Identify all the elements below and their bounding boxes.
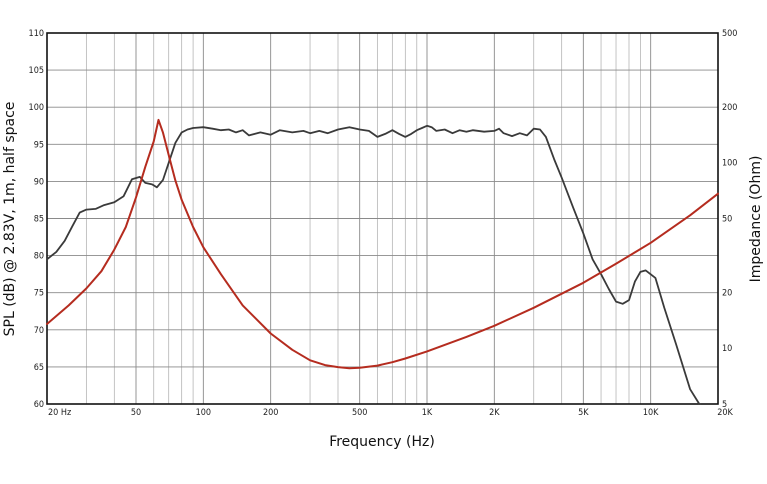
y-tick-label: 85 [34,215,44,225]
impedance-curve [46,118,719,370]
plot-frame [46,32,719,405]
y-tick-labels: 60 65 70 75 80 85 90 95 100 105 110 [29,29,44,410]
x-axis-title: Frequency (Hz) [329,434,435,450]
y-tick-label: 105 [29,66,44,76]
y2-tick-label: 20 [722,288,732,298]
y2-tick-label: 500 [722,29,737,39]
x-tick-labels: 20 Hz 50 100 200 500 1K 2K 5K 10K 20K [48,408,733,418]
x-tick-label: 100 [196,408,211,418]
x-tick-label: 1K [422,408,433,418]
x-tick-label: 200 [263,408,278,418]
x-tick-label: 2K [489,408,500,418]
x-tick-label: 10K [643,408,659,418]
y-tick-label: 65 [34,363,44,373]
y-tick-label: 95 [34,140,44,150]
y2-tick-label: 50 [722,215,732,225]
y2-tick-label: 100 [722,159,737,169]
y-axis-title: SPL (dB) @ 2.83V, 1m, half space [2,102,18,337]
y-tick-label: 80 [34,252,44,262]
y-tick-label: 110 [29,29,44,39]
x-tick-label: 20 Hz [48,408,71,418]
y2-tick-labels: 5 10 20 50 100 200 500 [722,29,737,410]
x-tick-label: 5K [578,408,589,418]
y-tick-label: 70 [34,326,44,336]
x-tick-label: 20K [717,408,733,418]
y2-axis-title: Impedance (Ohm) [748,156,764,283]
x-tick-label: 50 [131,408,141,418]
x-tick-label: 500 [352,408,367,418]
grid [47,33,718,404]
spl-curve [46,124,701,405]
y-tick-label: 100 [29,103,44,113]
curves [46,118,719,405]
y2-tick-label: 10 [722,344,732,354]
y-tick-label: 60 [34,400,44,410]
y2-tick-label: 5 [722,400,727,410]
y-tick-label: 90 [34,177,44,187]
y-tick-label: 75 [34,289,44,299]
y2-tick-label: 200 [722,103,737,113]
